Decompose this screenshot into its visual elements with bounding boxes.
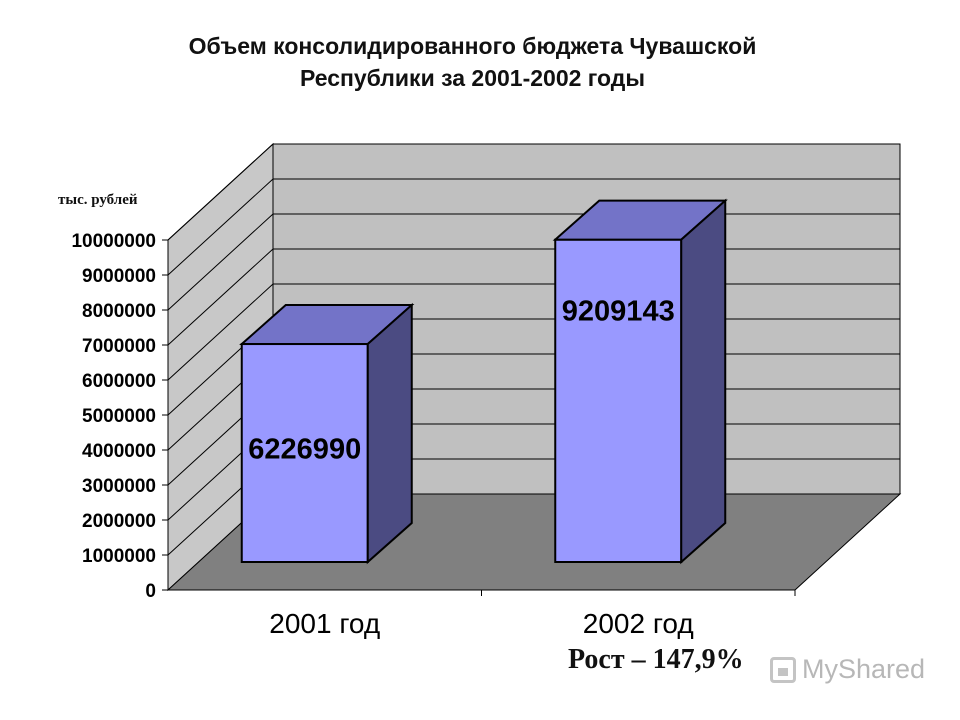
watermark: MyShared — [770, 654, 925, 685]
y-tick-label: 2000000 — [82, 511, 156, 532]
y-tick-label: 0 — [145, 581, 156, 602]
chart-title-line-2: Республики за 2001-2002 годы — [299, 65, 646, 91]
y-tick-label: 8000000 — [82, 301, 156, 322]
y-tick-label: 3000000 — [82, 476, 156, 497]
bar — [554, 238, 683, 563]
growth-annotation: Рост – 147,9% — [568, 644, 744, 675]
presentation-icon — [770, 656, 796, 683]
watermark-text: MyShared — [802, 654, 926, 684]
chart-title: Объем консолидированного бюджета Чувашск… — [0, 30, 945, 94]
gridline — [167, 143, 900, 241]
y-tick-label: 9000000 — [82, 266, 156, 287]
category-label: 2002 год — [583, 608, 694, 639]
bar-side — [680, 198, 727, 565]
bar-side — [366, 302, 413, 565]
y-tick-label: 5000000 — [82, 406, 156, 427]
category-label: 2001 год — [269, 608, 380, 639]
data-label: 6226990 — [248, 434, 361, 466]
bar — [240, 343, 369, 564]
y-tick-label: 6000000 — [82, 371, 156, 392]
y-tick-label: 10000000 — [71, 231, 156, 252]
data-label: 9209143 — [562, 296, 675, 328]
y-axis-unit-label: тыс. рублей — [58, 192, 138, 208]
gridline — [167, 178, 900, 276]
chart-title-line-1: Объем консолидированного бюджета Чувашск… — [188, 33, 757, 59]
y-tick-label: 4000000 — [82, 441, 156, 462]
y-tick-label: 7000000 — [82, 336, 156, 357]
y-tick-label: 1000000 — [82, 546, 156, 567]
